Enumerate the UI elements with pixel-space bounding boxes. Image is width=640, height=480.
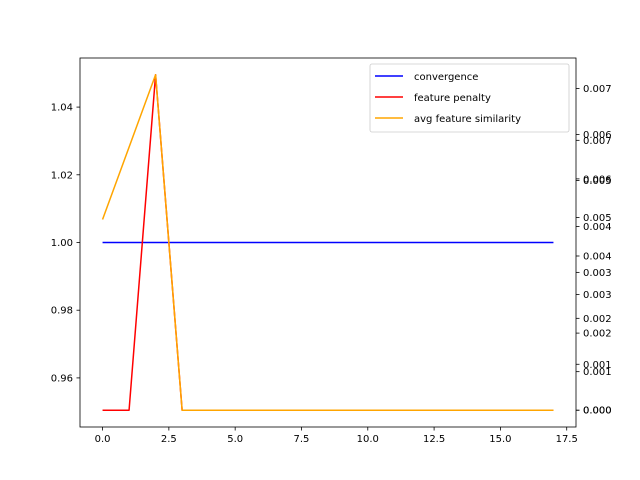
right-tick-label: 0.007 [583, 84, 612, 95]
right-tick-label: 0.007 [583, 136, 612, 147]
right-tick-label: 0.005 [583, 176, 612, 187]
right-tick-label: 0.002 [583, 314, 612, 325]
y-tick-label: 0.96 [51, 373, 73, 384]
right-tick-label: 0.003 [583, 290, 612, 301]
legend-label: feature penalty [414, 93, 491, 104]
legend-label: avg feature similarity [414, 114, 521, 125]
x-tick-label: 17.5 [556, 434, 578, 445]
x-axis-ticks: 0.0 2.5 5.0 7.5 10.0 12.5 15.0 17.5 [95, 427, 578, 445]
y-tick-label: 1.02 [51, 170, 73, 181]
right-tick-label: 0.006 [583, 174, 612, 185]
right-tick-label: 0.000 [583, 406, 612, 417]
right-axis-ticks: 0.0000.0010.0020.0030.0040.0050.0060.007… [576, 84, 612, 417]
right-tick-label: 0.004 [583, 222, 612, 233]
x-tick-label: 12.5 [423, 434, 445, 445]
right-tick-label: 0.002 [583, 329, 612, 340]
y-tick-label: 0.98 [51, 306, 73, 317]
legend: convergence feature penalty avg feature si… [369, 63, 570, 133]
x-tick-label: 0.0 [95, 434, 111, 445]
x-tick-label: 2.5 [161, 434, 177, 445]
right-tick-label: 0.001 [583, 360, 612, 371]
legend-box [369, 63, 570, 133]
right-tick-label: 0.003 [583, 268, 612, 279]
series-lines [101, 74, 554, 411]
legend-label: convergence [414, 72, 478, 83]
x-tick-label: 15.0 [489, 434, 511, 445]
y-tick-label: 1.00 [51, 238, 73, 249]
right-tick-label: 0.006 [583, 130, 612, 141]
series-line-avg-feature-similarity [101, 74, 554, 411]
right-tick-label: 0.004 [583, 251, 612, 262]
right-tick-label: 0.005 [583, 213, 612, 224]
x-tick-label: 5.0 [227, 434, 243, 445]
x-tick-label: 10.0 [357, 434, 379, 445]
right-tick-label: 0.001 [583, 367, 612, 378]
plot-frame [79, 57, 577, 428]
y-tick-label: 1.04 [51, 103, 73, 114]
y-axis-ticks: 0.96 0.98 1.00 1.02 1.04 [51, 103, 80, 384]
right-tick-label: 0.000 [583, 406, 612, 417]
x-tick-label: 7.5 [294, 434, 310, 445]
